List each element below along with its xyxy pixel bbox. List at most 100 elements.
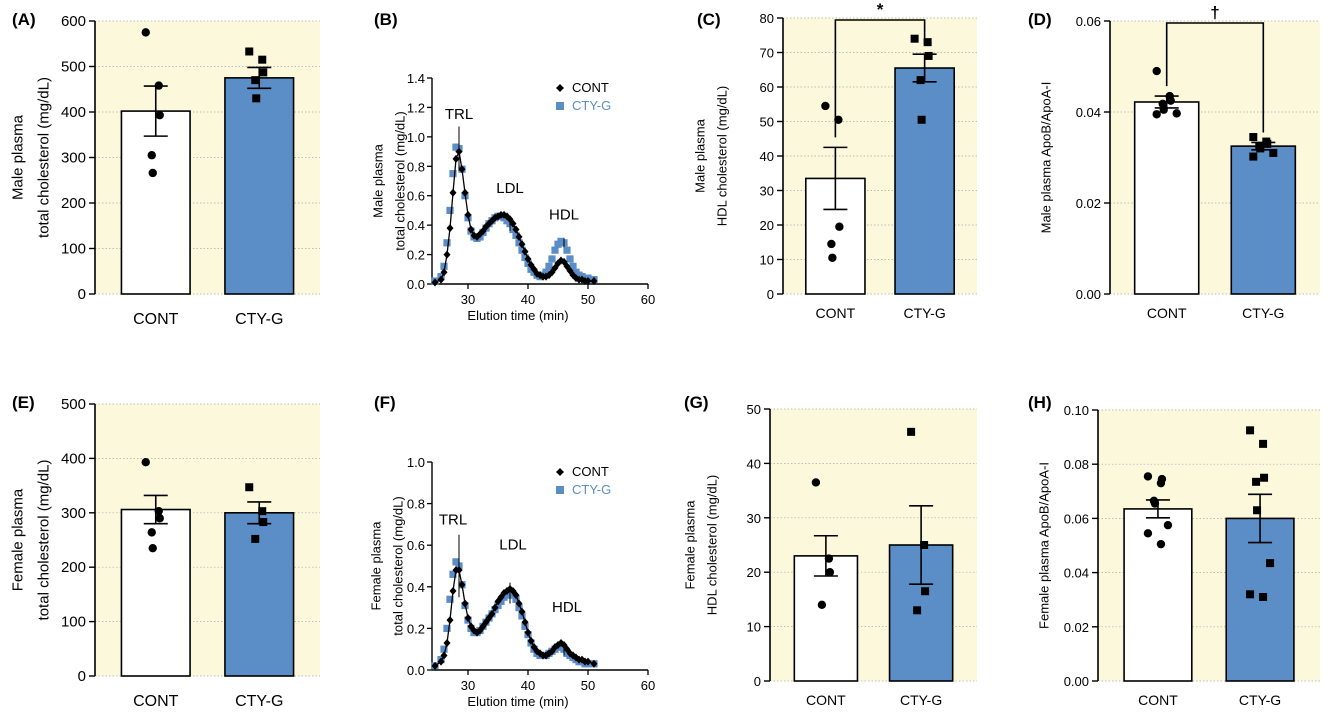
data-point	[518, 246, 526, 254]
data-point	[1143, 472, 1153, 481]
data-point	[542, 268, 550, 276]
x-category-label: CTY-G	[903, 305, 945, 321]
data-point	[527, 636, 535, 645]
y-tick-label: 0.4	[407, 580, 425, 595]
legend-label: CONT	[572, 464, 609, 479]
peak-label: TRL	[439, 511, 467, 528]
data-point	[1266, 559, 1275, 568]
y-axis-label: Male plasma ApoB/ApoA-I	[1039, 82, 1054, 234]
data-point	[443, 239, 451, 247]
data-point	[910, 34, 919, 43]
data-point	[437, 275, 445, 284]
data-point	[913, 606, 922, 615]
bar-cty-g	[1230, 145, 1297, 295]
data-point	[155, 110, 164, 120]
y-axis-label: total cholesterol (mg/dL)	[393, 111, 408, 250]
y-tick-label: 30	[760, 184, 774, 199]
data-point	[437, 657, 445, 666]
data-point	[512, 231, 520, 240]
y-tick-label: 0.2	[407, 621, 425, 636]
panel-label: (D)	[1028, 10, 1052, 29]
y-axis-label: Female plasma	[10, 488, 27, 591]
data-point	[1246, 426, 1255, 435]
x-category-label: CTY-G	[235, 693, 283, 710]
data-point	[488, 609, 496, 618]
y-axis-label: HDL cholesterol (mg/dL)	[715, 86, 730, 226]
data-point	[467, 225, 475, 234]
y-tick-label: 30	[747, 511, 761, 526]
y-tick-label: 0.0	[407, 663, 425, 678]
x-category-label: CONT	[806, 692, 846, 708]
data-point	[141, 458, 150, 467]
y-tick-label: 400	[61, 104, 86, 121]
y-tick-label: 0.04	[1076, 105, 1101, 120]
x-axis-label: Elution time (min)	[467, 694, 568, 709]
data-point	[252, 94, 261, 103]
data-point	[1159, 105, 1168, 114]
data-point	[827, 239, 836, 249]
panel-f: (F) Female plasma total cholesterol (mg/dL…	[369, 393, 656, 709]
data-point	[259, 518, 268, 527]
data-point	[458, 580, 466, 589]
data-point	[917, 115, 926, 124]
x-category-label: CONT	[1147, 305, 1187, 321]
data-point	[524, 259, 532, 267]
data-point	[515, 232, 523, 241]
data-point	[1252, 477, 1261, 486]
data-point	[1152, 66, 1161, 76]
x-category-label: CONT	[133, 693, 179, 710]
data-point	[834, 115, 843, 124]
y-tick-label: 300	[61, 150, 86, 167]
data-point	[452, 154, 460, 163]
data-point	[920, 541, 929, 549]
data-point	[446, 616, 454, 625]
data-point	[147, 151, 156, 160]
data-point	[512, 591, 520, 600]
peak-label: TRL	[445, 106, 473, 123]
y-tick-label: 300	[61, 505, 86, 522]
data-point	[828, 253, 837, 262]
significance-bracket	[1165, 22, 1265, 133]
data-point	[446, 224, 454, 233]
data-point	[835, 222, 844, 231]
y-tick-label: 0.00	[1064, 674, 1089, 689]
data-point	[515, 599, 523, 608]
y-tick-label: 200	[61, 195, 86, 212]
data-point	[512, 595, 520, 603]
data-point	[1249, 133, 1258, 142]
significance-marker: †	[1210, 3, 1219, 22]
y-tick-label: 0.0	[407, 277, 425, 292]
x-tick-label: 40	[521, 292, 535, 307]
data-point	[494, 601, 502, 610]
data-point	[431, 661, 439, 670]
peak-label: HDL	[552, 599, 582, 616]
data-point	[443, 624, 451, 632]
bar-cont	[120, 110, 191, 295]
data-point	[566, 255, 574, 263]
data-point	[1263, 139, 1272, 148]
x-category-label: CONT	[1138, 692, 1178, 708]
y-tick-label: 500	[61, 396, 86, 413]
y-tick-label: 0.08	[1064, 457, 1089, 472]
data-point	[590, 277, 598, 286]
y-tick-label: 0.00	[1076, 287, 1101, 302]
data-point	[449, 586, 457, 595]
data-point	[1246, 590, 1255, 599]
y-tick-label: 100	[61, 614, 86, 631]
x-category-label: CTY-G	[1242, 305, 1284, 321]
y-axis-label: Male plasma	[371, 143, 386, 217]
y-tick-label: 10	[760, 253, 774, 268]
x-category-label: CTY-G	[900, 692, 942, 708]
data-point	[1172, 109, 1181, 118]
y-tick-label: 0.02	[1076, 196, 1101, 211]
data-point	[515, 239, 523, 247]
data-point	[443, 250, 451, 259]
y-tick-label: 1.0	[407, 455, 425, 470]
data-point	[449, 188, 457, 197]
x-tick-label: 30	[461, 678, 475, 693]
data-point	[524, 628, 532, 637]
legend-marker-ctyg	[556, 486, 564, 494]
y-tick-label: 0.4	[407, 218, 425, 233]
data-point	[515, 604, 523, 612]
